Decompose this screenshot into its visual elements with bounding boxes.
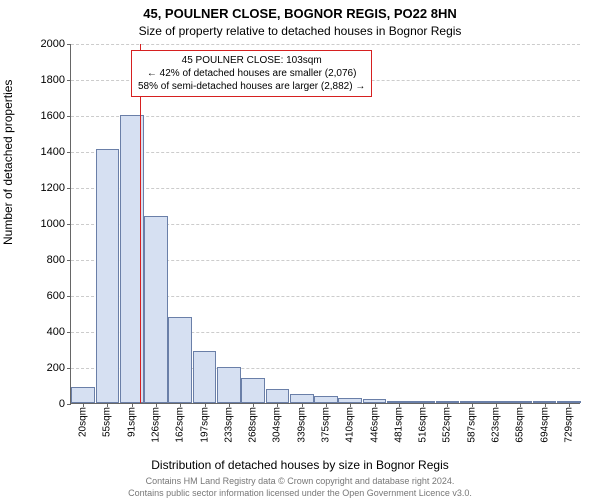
x-tick-label: 481sqm xyxy=(393,403,404,443)
histogram-bar xyxy=(71,387,95,403)
y-tick-label: 2000 xyxy=(41,38,71,50)
x-tick-label: 375sqm xyxy=(321,403,332,443)
x-tick-label: 587sqm xyxy=(466,403,477,443)
histogram-bar xyxy=(144,216,168,403)
annotation-line-2: ← 42% of detached houses are smaller (2,… xyxy=(138,67,365,80)
x-tick-label: 20sqm xyxy=(78,403,89,437)
y-tick-label: 1200 xyxy=(41,182,71,194)
y-tick-label: 200 xyxy=(47,362,71,374)
x-tick-label: 91sqm xyxy=(126,403,137,437)
footer-line-1: Contains HM Land Registry data © Crown c… xyxy=(0,476,600,486)
histogram-bar xyxy=(96,149,120,403)
annotation-box: 45 POULNER CLOSE: 103sqm← 42% of detache… xyxy=(131,50,372,97)
annotation-line-3: 58% of semi-detached houses are larger (… xyxy=(138,80,365,93)
x-tick-label: 162sqm xyxy=(175,403,186,443)
histogram-bar xyxy=(193,351,217,403)
y-tick-label: 800 xyxy=(47,254,71,266)
y-tick-label: 1000 xyxy=(41,218,71,230)
annotation-line-1: 45 POULNER CLOSE: 103sqm xyxy=(138,54,365,67)
footer-line-2: Contains public sector information licen… xyxy=(0,488,600,498)
histogram-bar xyxy=(314,396,338,403)
grid-line xyxy=(71,152,580,153)
x-tick-label: 729sqm xyxy=(563,403,574,443)
x-tick-label: 304sqm xyxy=(272,403,283,443)
chart-title: 45, POULNER CLOSE, BOGNOR REGIS, PO22 8H… xyxy=(0,6,600,21)
x-tick-label: 694sqm xyxy=(539,403,550,443)
x-axis-label: Distribution of detached houses by size … xyxy=(0,458,600,472)
histogram-bar xyxy=(168,317,192,403)
chart-container: 45, POULNER CLOSE, BOGNOR REGIS, PO22 8H… xyxy=(0,0,600,500)
y-axis-label: Number of detached properties xyxy=(1,80,15,245)
x-tick-label: 339sqm xyxy=(296,403,307,443)
x-tick-label: 446sqm xyxy=(369,403,380,443)
grid-line xyxy=(71,116,580,117)
histogram-bar xyxy=(266,389,290,403)
x-tick-label: 658sqm xyxy=(515,403,526,443)
y-tick-label: 0 xyxy=(59,398,71,410)
x-tick-label: 233sqm xyxy=(223,403,234,443)
chart-subtitle: Size of property relative to detached ho… xyxy=(0,24,600,38)
y-tick-label: 600 xyxy=(47,290,71,302)
x-tick-label: 552sqm xyxy=(442,403,453,443)
y-tick-label: 1400 xyxy=(41,146,71,158)
y-tick-label: 1600 xyxy=(41,110,71,122)
plot-area: 020040060080010001200140016001800200020s… xyxy=(70,44,580,404)
x-tick-label: 55sqm xyxy=(102,403,113,437)
histogram-bar xyxy=(217,367,241,403)
histogram-bar xyxy=(241,378,265,403)
x-tick-label: 126sqm xyxy=(151,403,162,443)
x-tick-label: 268sqm xyxy=(248,403,259,443)
x-tick-label: 410sqm xyxy=(345,403,356,443)
y-tick-label: 400 xyxy=(47,326,71,338)
grid-line xyxy=(71,44,580,45)
histogram-bar xyxy=(290,394,314,403)
property-marker-line xyxy=(140,44,141,403)
grid-line xyxy=(71,188,580,189)
x-tick-label: 623sqm xyxy=(491,403,502,443)
x-tick-label: 516sqm xyxy=(418,403,429,443)
y-tick-label: 1800 xyxy=(41,74,71,86)
x-tick-label: 197sqm xyxy=(199,403,210,443)
